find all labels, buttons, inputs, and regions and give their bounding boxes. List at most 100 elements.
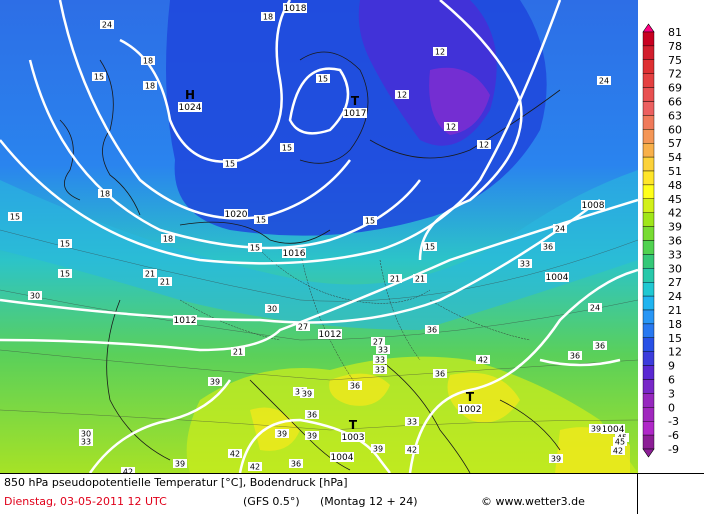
temperature-label: 12 [395,90,409,100]
svg-text:15: 15 [256,216,266,225]
temperature-label: 33 [376,345,390,355]
legend-swatch [642,226,655,241]
legend-swatch [642,184,655,199]
svg-text:15: 15 [250,244,260,253]
legend-swatch [642,73,655,88]
legend-tick-label: 45 [668,193,682,206]
temperature-label: 18 [161,234,175,244]
svg-text:1024: 1024 [179,103,202,113]
svg-text:18: 18 [145,82,155,91]
legend-tick-label: 21 [668,304,682,317]
temperature-label: 30 [265,304,279,314]
temperature-label: 15 [363,216,377,226]
legend-tick-label: 51 [668,165,682,178]
temperature-label: 18 [261,12,275,22]
svg-text:12: 12 [446,123,456,132]
svg-text:12: 12 [479,141,489,150]
svg-text:H: H [185,88,195,102]
legend-swatch [642,59,655,74]
svg-text:21: 21 [145,270,155,279]
svg-text:1012: 1012 [319,330,342,340]
svg-text:36: 36 [435,370,445,379]
temperature-label: 39 [305,431,319,441]
temperature-label: 21 [231,347,245,357]
legend-swatch [642,101,655,116]
svg-text:39: 39 [175,460,185,469]
temperature-label: 12 [477,140,491,150]
svg-text:36: 36 [427,326,437,335]
svg-text:1002: 1002 [459,405,482,415]
temperature-label: 39 [275,429,289,439]
legend-swatch [642,142,655,158]
svg-text:36: 36 [291,460,301,469]
legend-swatch [642,337,655,352]
svg-text:42: 42 [407,446,417,455]
legend-tick-label: 60 [668,123,682,136]
svg-text:42: 42 [250,463,260,472]
legend-arrow-bottom [642,448,655,458]
legend-tick-label: -9 [668,443,679,456]
caption-credit: © www.wetter3.de [481,495,585,508]
borders [179,249,531,391]
svg-text:42: 42 [613,447,623,456]
legend-tick-label: 18 [668,318,682,331]
svg-text:33: 33 [407,418,417,427]
svg-text:33: 33 [520,260,530,269]
temperature-label: 18 [143,81,157,91]
isobar-label: 1016 [282,248,306,259]
legend-tick-label: 72 [668,68,682,81]
caption-date: Dienstag, 03-05-2011 12 UTC [4,495,167,508]
temperature-label: 36 [433,369,447,379]
legend-tick-label: 57 [668,137,682,150]
temperature-label: 12 [444,122,458,132]
svg-text:33: 33 [375,366,385,375]
svg-text:1016: 1016 [283,249,306,259]
legend-arrow-top [642,23,655,33]
svg-text:15: 15 [94,73,104,82]
svg-text:42: 42 [123,468,133,474]
temperature-label: 24 [553,224,567,234]
temperature-label: 12 [433,47,447,57]
isobar-label: 1004 [545,272,569,283]
legend-tick-label: 42 [668,207,682,220]
legend-swatch [642,365,655,380]
temperature-label: 45 [613,437,627,447]
temperature-label: 15 [254,215,268,225]
temperature-label: 36 [541,242,555,252]
svg-text:24: 24 [102,21,112,30]
svg-text:1017: 1017 [344,109,367,119]
svg-text:15: 15 [60,240,70,249]
svg-text:45: 45 [615,438,625,447]
legend-tick-label: 24 [668,290,682,303]
temperature-label: 36 [305,410,319,420]
temperature-label: 15 [223,159,237,169]
temperature-label: 36 [289,459,303,469]
temperature-label: 39 [173,459,187,469]
legend-swatch [642,268,655,283]
legend-tick-label: 66 [668,96,682,109]
temperature-label: 36 [593,341,607,351]
caption-title: 850 hPa pseudopotentielle Temperatur [°C… [4,476,348,489]
legend-swatch [642,282,655,297]
svg-text:30: 30 [81,430,91,439]
legend-swatch [642,351,655,366]
svg-text:18: 18 [163,235,173,244]
legend-swatch [642,129,655,144]
legend-tick-label: 39 [668,221,682,234]
legend-swatch [642,323,655,338]
isotherms [0,229,639,431]
temperature-label: 42 [476,355,490,365]
temperature-label: 15 [280,143,294,153]
svg-text:1003: 1003 [342,433,365,443]
svg-text:1020: 1020 [225,210,248,220]
temperature-label: 39 [589,424,603,434]
svg-text:33: 33 [375,356,385,365]
legend-tick-label: 69 [668,82,682,95]
svg-text:1012: 1012 [174,316,197,326]
legend-tick-label: 3 [668,387,675,400]
coastlines [59,51,561,474]
svg-text:T: T [349,418,358,432]
isobar-label: 1008 [581,200,605,211]
